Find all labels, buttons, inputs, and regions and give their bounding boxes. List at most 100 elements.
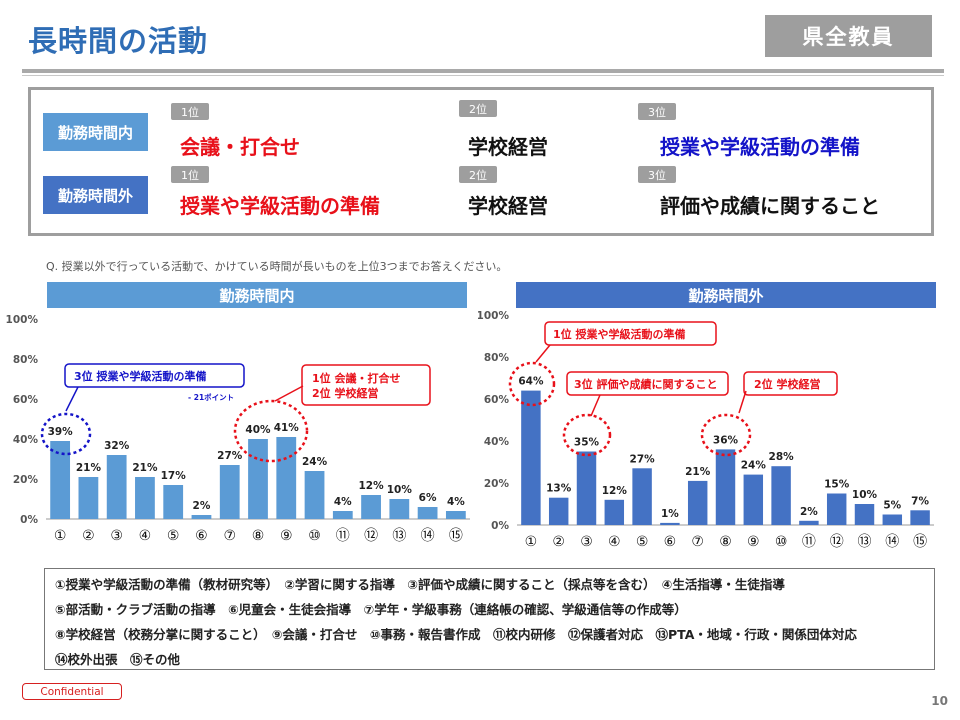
- data-label: 7%: [911, 495, 929, 507]
- rank-badge: 1位: [171, 103, 209, 120]
- data-label: 2%: [800, 506, 818, 518]
- data-label: 27%: [217, 450, 243, 462]
- bar: [548, 497, 569, 525]
- x-category-label: ①: [54, 528, 67, 544]
- bar: [632, 468, 652, 525]
- y-tick-label: 40%: [484, 436, 510, 448]
- bar: [248, 439, 268, 519]
- audience-badge: 県全教員: [765, 15, 932, 57]
- x-category-label: ⑥: [664, 534, 677, 550]
- highlight-circle: [700, 413, 752, 457]
- x-category-label: ⑫: [830, 534, 844, 550]
- rank-badge: 1位: [171, 166, 209, 183]
- data-label: 21%: [76, 462, 102, 474]
- data-label: 27%: [630, 453, 656, 465]
- data-label: 12%: [602, 485, 628, 497]
- annotation-text: 2位 学校経営: [754, 377, 820, 391]
- bar: [521, 390, 541, 525]
- bar: [854, 504, 875, 525]
- bar: [604, 499, 625, 525]
- x-category-label: ⑮: [449, 528, 463, 544]
- x-category-label: ⑨: [747, 534, 760, 550]
- bar: [660, 522, 680, 525]
- x-category-label: ⑪: [336, 528, 350, 544]
- rank-badge: 2位: [459, 100, 497, 117]
- annotation-arrow: [738, 390, 747, 414]
- highlight-circle: [233, 399, 309, 463]
- data-label: 4%: [334, 496, 352, 508]
- rank-item: 学校経営: [468, 194, 548, 218]
- data-label: 40%: [245, 424, 271, 436]
- bar: [799, 520, 819, 525]
- bar: [219, 465, 240, 519]
- annotation-box: [301, 364, 431, 406]
- bar: [304, 471, 325, 519]
- annotation-text: 1位 会議・打合せ: [312, 371, 400, 385]
- y-tick-label: 40%: [13, 434, 39, 446]
- y-tick-label: 60%: [484, 394, 510, 406]
- bar-chart-within-hours: 0% 20% 40% 60% 80% 100% 39% ① 21% ② 32% ③ 21% ④ 17% ⑤ 2%…: [6, 314, 470, 544]
- bar: [191, 515, 212, 519]
- x-category-label: ⑮: [913, 534, 927, 550]
- highlight-circle: [508, 361, 556, 407]
- survey-question: Q. 授業以外で行っている活動で、かけている時間が長いものを上位3つまでお答えく…: [46, 260, 508, 273]
- y-tick-label: 20%: [13, 474, 39, 486]
- row-label-within-hours: 勤務時間内: [43, 113, 148, 151]
- bar-chart-outside-hours: 0% 20% 40% 60% 80% 100% 64% ① 13% ② 35% ③ 12% ④ 27% ⑤ 1%…: [478, 310, 934, 550]
- data-label: 36%: [713, 434, 739, 446]
- y-tick-label: 80%: [13, 354, 39, 366]
- bar: [417, 507, 438, 519]
- data-label: 15%: [824, 479, 850, 491]
- rank-item: 授業や学級活動の準備: [660, 135, 860, 159]
- bar: [743, 474, 764, 525]
- header-divider: [22, 69, 944, 73]
- annotation-arrow: [274, 385, 304, 402]
- ranking-summary-box: [28, 87, 934, 236]
- category-legend: ①授業や学級活動の準備（教材研究等） ②学習に関する指導 ③評価や成績に関するこ…: [44, 568, 935, 670]
- x-category-label: ⑧: [252, 528, 265, 544]
- annotation-arrow: [535, 344, 551, 363]
- data-label: 2%: [193, 500, 211, 512]
- x-category-label: ⑤: [167, 528, 180, 544]
- annotation-text: 2位 学校経営: [312, 386, 378, 400]
- annotation-box: [64, 363, 245, 388]
- bar: [361, 495, 381, 519]
- x-category-label: ⑥: [195, 528, 208, 544]
- bar: [715, 449, 736, 525]
- x-category-label: ⑨: [280, 528, 293, 544]
- y-tick-label: 20%: [484, 478, 510, 490]
- y-tick-label: 80%: [484, 352, 510, 364]
- data-label: 6%: [419, 492, 437, 504]
- rank-item: 会議・打合せ: [180, 135, 300, 159]
- x-category-label: ⑬: [392, 528, 406, 544]
- bar: [576, 451, 597, 525]
- highlight-circle: [562, 413, 612, 457]
- legend-line: ⑭校外出張 ⑮その他: [55, 652, 181, 667]
- data-label: 21%: [685, 466, 711, 478]
- bar: [882, 514, 903, 525]
- x-category-label: ⑩: [308, 528, 321, 544]
- y-tick-label: 0%: [491, 520, 509, 532]
- bar: [50, 441, 71, 519]
- confidential-label: Confidential: [22, 683, 122, 700]
- x-category-label: ⑦: [691, 534, 704, 550]
- bar: [332, 511, 353, 519]
- data-label: 10%: [852, 489, 878, 501]
- header-divider-thin: [22, 75, 944, 76]
- data-label: 41%: [274, 422, 300, 434]
- data-label: 10%: [387, 484, 413, 496]
- annotation-text: 1位 授業や学級活動の準備: [553, 327, 685, 341]
- data-label: 4%: [447, 496, 465, 508]
- x-category-label: ⑩: [775, 534, 788, 550]
- x-category-label: ⑭: [885, 534, 899, 550]
- data-label: 5%: [883, 500, 901, 512]
- y-tick-label: 100%: [6, 314, 39, 326]
- x-category-label: ⑬: [858, 534, 872, 550]
- data-label: 39%: [48, 426, 74, 438]
- x-category-label: ④: [608, 534, 621, 550]
- rank-item: 授業や学級活動の準備: [180, 194, 380, 218]
- x-category-label: ③: [580, 534, 593, 550]
- bar: [910, 510, 930, 525]
- rank-badge: 3位: [638, 166, 676, 183]
- bar: [106, 455, 127, 519]
